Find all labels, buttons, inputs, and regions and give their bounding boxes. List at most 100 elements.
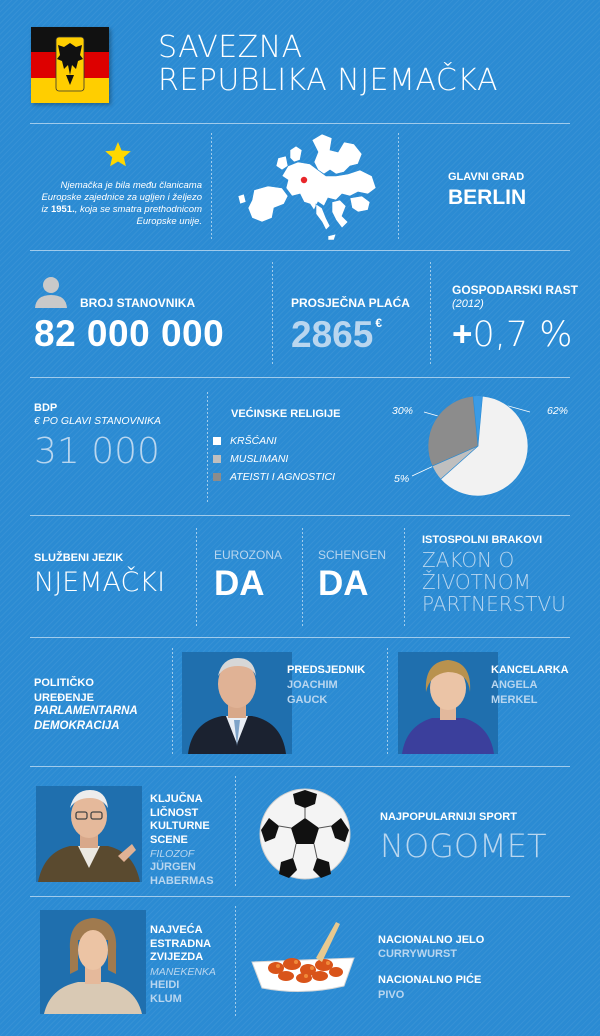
title-line-2: REPUBLIKA NJEMAČKA (158, 63, 498, 98)
celebrity-role: MANEKENKA (150, 966, 216, 978)
divider-v-6 (196, 528, 197, 628)
salary-value: 2865 (291, 314, 374, 355)
religions-legend: KRŠĆANI MUSLIMANI ATEISTI I AGNOSTICI (213, 432, 335, 486)
population-value: 82 000 000 (34, 313, 225, 354)
chancellor-name-line-2: MERKEL (491, 694, 538, 706)
president-label: PREDSJEDNIK (287, 664, 366, 676)
culture-name-line-2: HABERMAS (150, 874, 214, 887)
language-label: SLUŽBENI JEZIK (34, 552, 124, 564)
divider-v-1 (211, 133, 212, 241)
divider-1 (30, 123, 570, 124)
politics-label-line-2: UREĐENJE (34, 692, 94, 704)
celebrity-name-line-1: HEIDI (150, 979, 180, 991)
legend-swatch (213, 455, 221, 463)
eu-text-part2: , koja se smatra prethodnicom Europske u… (74, 204, 202, 227)
growth-value: 0,7 % (472, 315, 573, 355)
drink-label: NACIONALNO PIĆE (378, 974, 482, 986)
sport-label: NAJPOPULARNIJI SPORT (380, 811, 517, 823)
divider-5 (30, 637, 570, 638)
food-label: NACIONALNO JELO (378, 934, 485, 946)
eagle-emblem-icon (55, 36, 85, 92)
gdp-sublabel: € PO GLAVI STANOVNIKA (34, 415, 162, 427)
pie-label-5: 5% (394, 473, 410, 485)
culture-label-line-4: SCENE (150, 833, 188, 846)
religions-title: VEĆINSKE RELIGIJE (231, 408, 341, 420)
football-icon (259, 788, 351, 880)
gdp-label: BDP (34, 402, 58, 414)
divider-v-8 (404, 528, 405, 628)
legend-swatch (213, 437, 221, 445)
divider-v-7 (302, 528, 303, 628)
politics-label-line-1: POLITIČKO (34, 677, 94, 689)
chancellor-label: KANCELARKA (491, 664, 569, 676)
population-label: BROJ STANOVNIKA (80, 296, 196, 310)
religion-pie-chart (411, 395, 531, 497)
legend-label: KRŠĆANI (230, 435, 277, 447)
food-value: CURRYWURST (378, 948, 458, 960)
language-value: NJEMAČKI (34, 567, 166, 598)
german-flag (31, 27, 109, 103)
pie-slices (427, 395, 529, 497)
divider-7 (30, 896, 570, 897)
pie-label-62: 62% (547, 405, 569, 417)
divider-v-9 (172, 648, 173, 754)
culture-label-line-3: KULTURNE (150, 820, 210, 832)
eurozone-value: DA (214, 564, 265, 603)
president-photo (182, 652, 292, 754)
culture-label-line-2: LIČNOST (150, 806, 199, 819)
schengen-value: DA (318, 564, 369, 603)
divider-6 (30, 766, 570, 767)
drink-value: PIVO (378, 989, 405, 1001)
culture-name-line-1: JÜRGEN (150, 861, 196, 873)
samesex-line-3: PARTNERSTVU (422, 592, 566, 616)
person-icon (35, 277, 67, 308)
gdp-value: 31 000 (34, 431, 160, 472)
divider-4 (30, 515, 570, 516)
politics-label: POLITIČKO UREĐENJE (34, 676, 94, 706)
divider-2 (30, 250, 570, 251)
chancellor-name: ANGELA MERKEL (491, 678, 537, 708)
legend-item: ATEISTI I AGNOSTICI (213, 468, 335, 486)
samesex-line-1: ZAKON O (422, 548, 515, 572)
legend-swatch (213, 473, 221, 481)
eu-membership-text: Njemačka je bila među članicama Europske… (40, 180, 202, 228)
page-title: SAVEZNA REPUBLIKA NJEMAČKA (158, 31, 498, 97)
samesex-label: ISTOSPOLNI BRAKOVI (422, 534, 543, 546)
legend-item: MUSLIMANI (213, 450, 335, 468)
salary-unit: € (375, 316, 382, 330)
growth-value-wrap: +0,7 % (452, 313, 573, 357)
chancellor-photo (398, 652, 498, 754)
president-name-line-1: JOACHIM (287, 679, 338, 691)
berlin-marker (300, 176, 308, 184)
celebrity-name-line-2: KLUM (150, 992, 182, 1005)
legend-item: KRŠĆANI (213, 432, 335, 450)
culture-label: KLJUČNA LIČNOST KULTURNE SCENE (150, 793, 210, 847)
divider-v-5 (207, 392, 208, 502)
divider-v-11 (235, 776, 236, 886)
samesex-line-2: ŽIVOTNOM (422, 570, 531, 594)
currywurst-icon (251, 922, 355, 993)
divider-v-3 (272, 262, 273, 366)
capital-value: BERLIN (448, 186, 527, 209)
eurozone-label: EUROZONA (214, 548, 283, 562)
growth-sign: + (452, 315, 473, 354)
politics-value-line-1: PARLAMENTARNA (34, 705, 138, 717)
pie-label-30: 30% (392, 405, 414, 417)
pie-slice-1 (440, 395, 529, 497)
celebrity-label: NAJVEĆA ESTRADNA ZVIJEZDA (150, 924, 211, 965)
celebrity-label-line-1: NAJVEĆA (150, 924, 203, 936)
culture-label-line-1: KLJUČNA (150, 793, 203, 805)
legend-label: MUSLIMANI (230, 453, 289, 465)
culture-role: FILOZOF (150, 848, 195, 860)
schengen-label: SCHENGEN (318, 548, 387, 562)
culture-photo (36, 786, 142, 882)
capital-label: GLAVNI GRAD (448, 171, 525, 183)
president-name-line-2: GAUCK (287, 694, 328, 706)
chancellor-name-line-1: ANGELA (491, 679, 538, 691)
politics-value-line-2: DEMOKRACIJA (34, 720, 120, 732)
divider-v-12 (235, 906, 236, 1016)
salary-label: PROSJEČNA PLAĆA (291, 296, 410, 310)
divider-v-10 (387, 648, 388, 754)
sport-value: NOGOMET (380, 827, 547, 865)
eu-star-icon (105, 142, 131, 167)
